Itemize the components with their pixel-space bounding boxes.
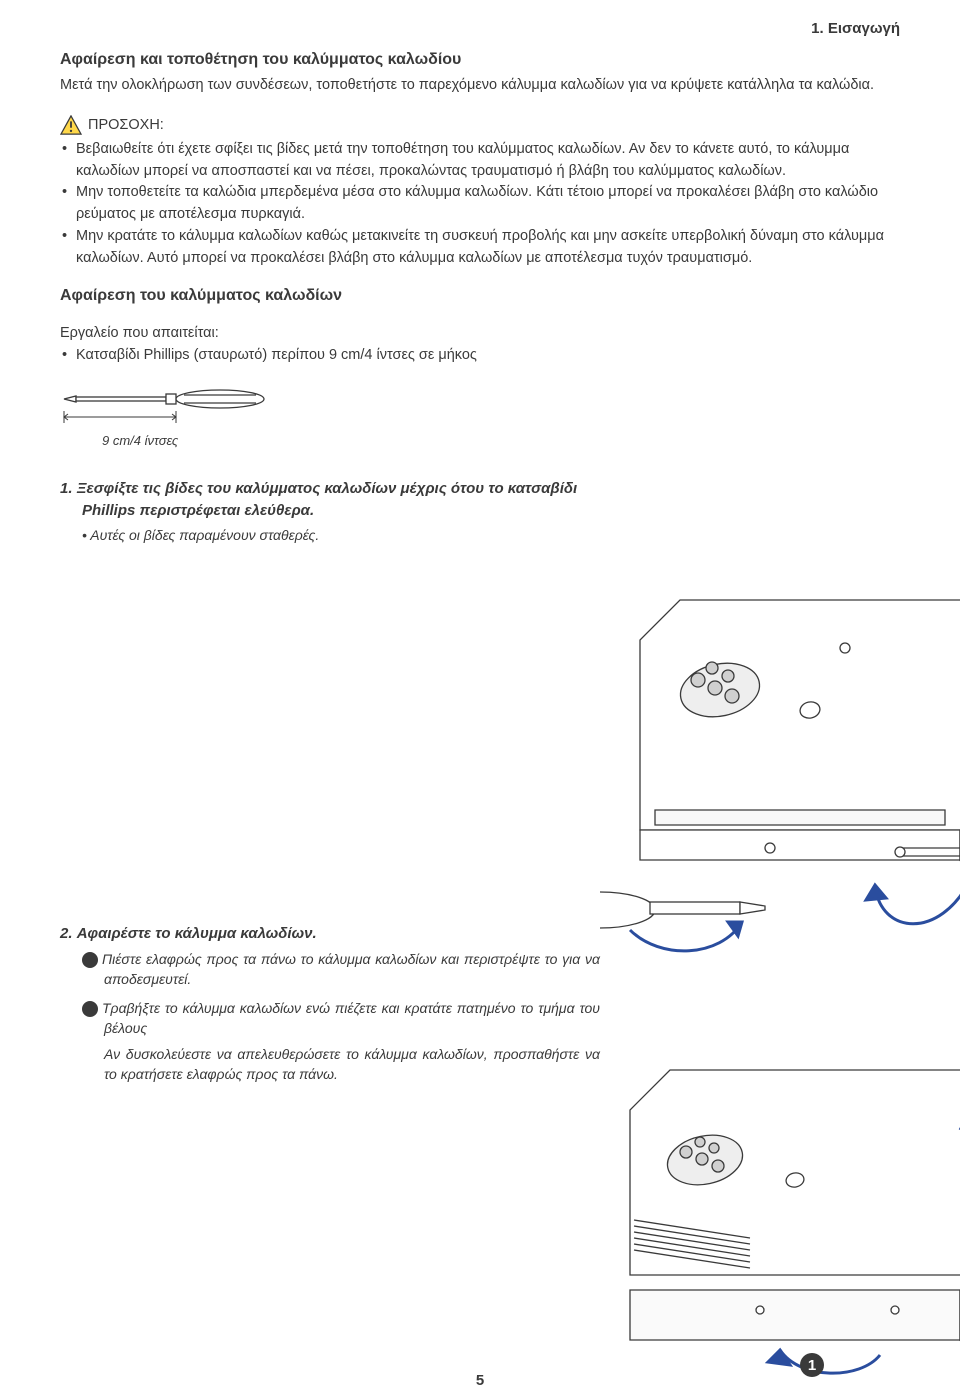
caution-block: ΠΡΟΣΟΧΗ: Βεβαιωθείτε ότι έχετε σφίξει τι… [60,115,900,270]
caution-label: ΠΡΟΣΟΧΗ: [88,117,164,133]
tool-requirement: Εργαλείο που απαιτείται: Κατσαβίδι Phill… [60,323,900,367]
chapter-title: 1. Εισαγωγή [811,20,900,37]
screwdriver-icon [60,377,270,427]
step-2-line1-text: Πιέστε ελαφρώς προς τα πάνω το κάλυμμα κ… [102,951,600,987]
callout-2-icon: 2 [82,1001,98,1017]
screwdriver-illustration: 9 cm/4 ίντσες [60,377,900,448]
caution-bullet: Βεβαιωθείτε ότι έχετε σφίξει τις βίδες μ… [60,139,900,183]
intro-text: Μετά την ολοκλήρωση των συνδέσεων, τοποθ… [60,75,900,97]
step-2-note: Αν δυσκολεύεστε να απελευθερώσετε το κάλ… [60,1044,600,1085]
step-2-text: Αφαιρέστε το κάλυμμα καλωδίων. [77,925,317,942]
step-1-heading: 1. Ξεσφίξτε τις βίδες του καλύμματος καλ… [60,478,600,522]
callout-1-icon: 1 [82,952,98,968]
step-2-line2-text: Τραβήξτε το κάλυμμα καλωδίων ενώ πιέζετε… [102,1000,600,1036]
step-1-number: 1. [60,480,73,497]
caution-bullet-list: Βεβαιωθείτε ότι έχετε σφίξει τις βίδες μ… [60,139,900,270]
tool-label: Εργαλείο που απαιτείται: [60,323,900,345]
warning-triangle-icon [60,115,82,135]
step-1-text: Ξεσφίξτε τις βίδες του καλύμματος καλωδί… [77,480,578,519]
step-2-illustration: 2 1 [600,1040,960,1395]
page-number: 5 [0,1372,960,1389]
section-title: Αφαίρεση και τοποθέτηση του καλύμματος κ… [60,51,900,69]
step-2-line1: 1Πιέστε ελαφρώς προς τα πάνω το κάλυμμα … [60,949,600,990]
tool-item: Κατσαβίδι Phillips (σταυρωτό) περίπου 9 … [60,345,900,367]
step-1-block: 1. Ξεσφίξτε τις βίδες του καλύμματος καλ… [60,478,900,544]
caution-bullet: Μην τοποθετείτε τα καλώδια μπερδεμένα μέ… [60,182,900,226]
step-2-heading: 2. Αφαιρέστε το κάλυμμα καλωδίων. [60,923,600,945]
caution-header: ΠΡΟΣΟΧΗ: [60,115,900,135]
step-2-number: 2. [60,925,73,942]
page-header: 1. Εισαγωγή [60,20,900,37]
caution-bullet: Μην κρατάτε το κάλυμμα καλωδίων καθώς με… [60,226,900,270]
screwdriver-caption: 9 cm/4 ίντσες [102,433,900,448]
step-1-sub: • Αυτές οι βίδες παραμένουν σταθερές. [60,527,600,543]
step-2-line2: 2Τραβήξτε το κάλυμμα καλωδίων ενώ πιέζετ… [60,998,600,1039]
removal-title: Αφαίρεση του καλύμματος καλωδίων [60,287,900,305]
